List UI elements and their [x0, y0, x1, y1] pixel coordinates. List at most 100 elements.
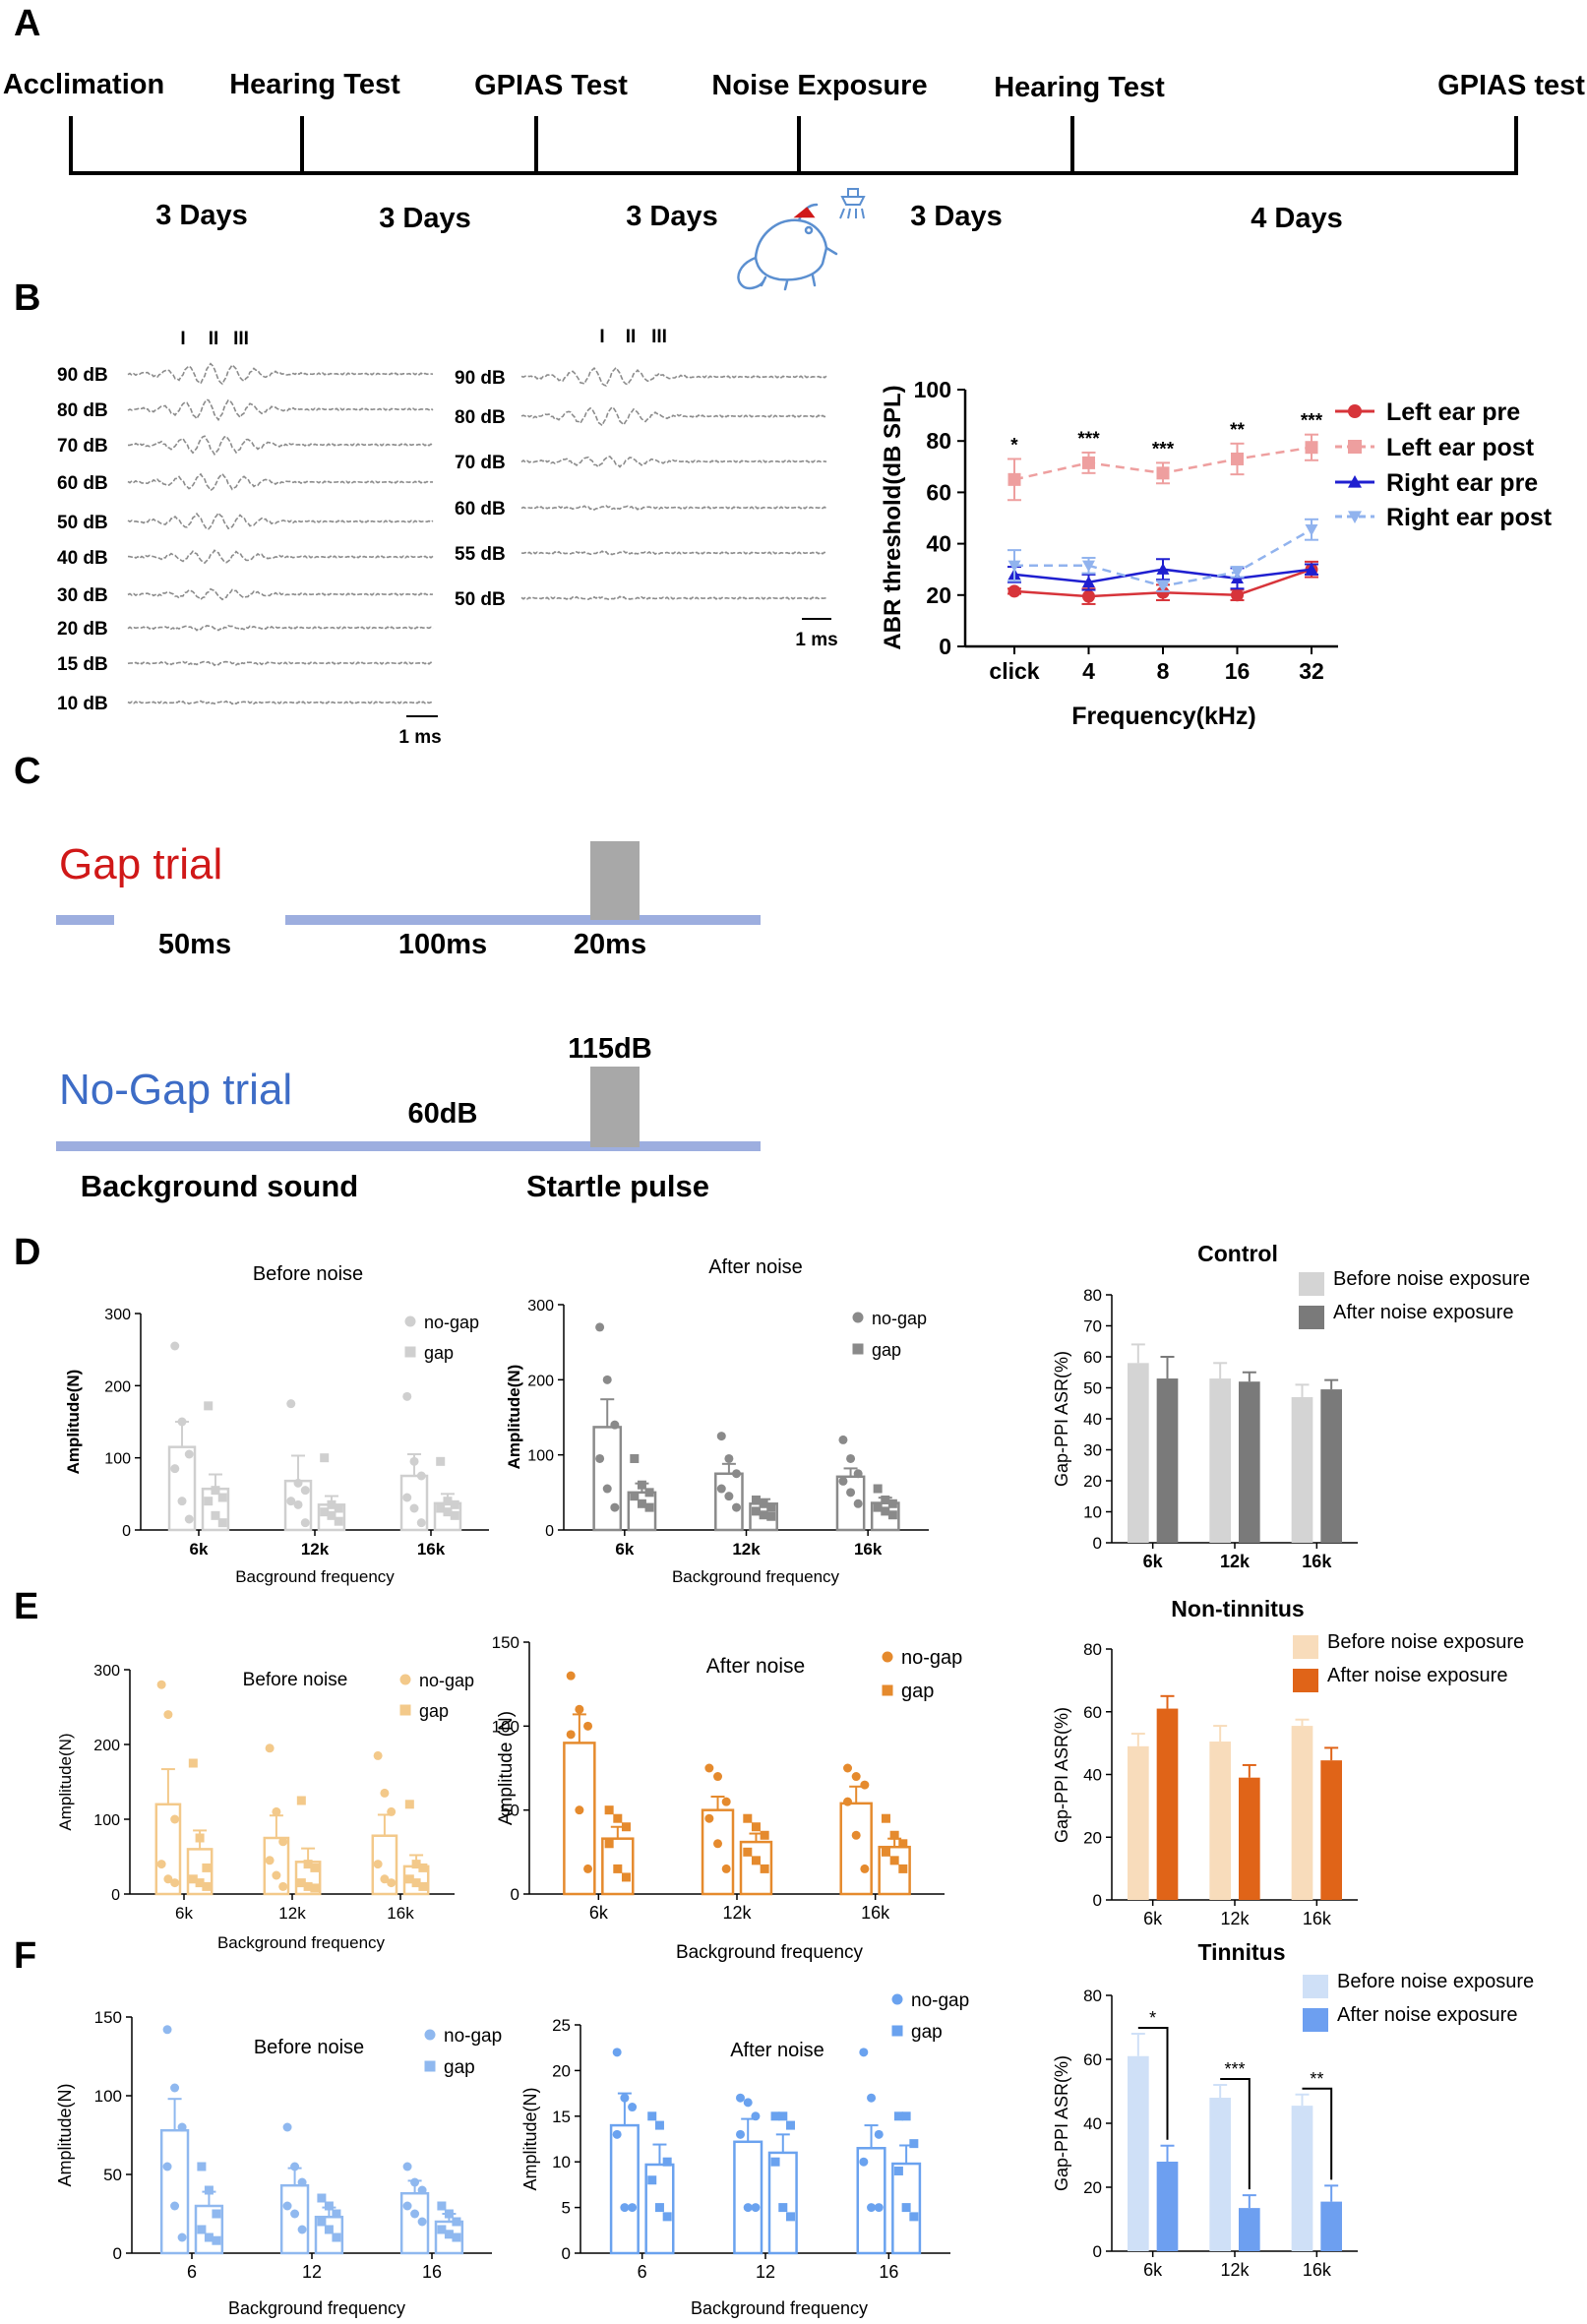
y-tick-label: 200 — [104, 1378, 131, 1395]
chart-title: Before noise — [243, 1670, 348, 1690]
data-point — [843, 1763, 853, 1773]
pre-level-label: 90 dB — [57, 365, 108, 386]
data-point — [163, 1874, 173, 1884]
data-point — [437, 2225, 447, 2234]
data-point — [873, 1484, 883, 1494]
y-tick-label: 150 — [94, 2008, 122, 2027]
y-tick-label: 5 — [562, 2199, 571, 2218]
pre-wave-trace — [127, 587, 434, 601]
data-point — [621, 1872, 631, 1882]
data-point — [909, 2212, 919, 2222]
data-point — [716, 1432, 726, 1441]
data-point — [602, 1484, 612, 1494]
legend-label: After noise exposure — [1333, 1302, 1513, 1323]
bar — [1156, 2162, 1179, 2251]
gap-duration-label: 50ms — [158, 929, 231, 960]
y-tick-label: 0 — [111, 1887, 120, 1904]
data-point — [637, 1480, 646, 1490]
pre-level-label: 20 dB — [57, 619, 108, 640]
data-point — [310, 1863, 320, 1872]
data-point — [778, 2203, 788, 2213]
y-tick-label: 60 — [1083, 1348, 1102, 1367]
data-point — [644, 1488, 654, 1498]
chart-f1: 0 50 100 150 6 12 16 Before noise Amplitude(N) Ba… — [55, 2008, 502, 2318]
data-point — [197, 2225, 207, 2234]
x-axis-title: Background frequency — [228, 2298, 405, 2318]
pre-level-label: 50 dB — [57, 513, 108, 533]
data-point — [211, 1486, 220, 1496]
data-point — [721, 1797, 731, 1806]
legend-marker — [852, 1312, 864, 1323]
legend-swatch — [1293, 1635, 1318, 1659]
x-tick-label: 6 — [638, 2262, 647, 2282]
legend-marker — [424, 2060, 436, 2072]
bar — [1209, 2098, 1231, 2251]
y-axis-title: Amplitude(N) — [55, 2083, 75, 2186]
post-wave-trace — [520, 550, 827, 556]
data-point — [662, 2157, 672, 2167]
data-point — [162, 2162, 172, 2171]
legend-marker — [399, 1674, 411, 1685]
data-point — [853, 1498, 863, 1508]
data-point — [411, 1878, 421, 1888]
data-point — [411, 1860, 421, 1869]
startle-pulse-label: Startle pulse — [526, 1169, 709, 1203]
significance-mark: * — [1149, 2008, 1156, 2028]
significance-mark: *** — [1077, 429, 1100, 450]
bar — [1239, 1381, 1260, 1543]
data-point — [156, 1860, 166, 1869]
data-point — [630, 1492, 640, 1501]
data-point — [380, 1788, 390, 1798]
data-point — [846, 1488, 856, 1498]
data-point — [156, 1680, 166, 1689]
legend-marker — [404, 1315, 416, 1327]
data-point — [612, 2048, 622, 2057]
chart-title: Tinnitus — [1197, 1939, 1285, 1965]
timeline-duration: 3 Days — [626, 201, 718, 232]
y-tick-label: 15 — [552, 2108, 571, 2126]
y-tick-label: 30 — [1083, 1441, 1102, 1460]
y-tick-label: 100 — [104, 1451, 131, 1468]
post-wave-trace — [520, 505, 827, 512]
legend-label: Before noise exposure — [1327, 1631, 1524, 1653]
data-point — [901, 2203, 911, 2213]
data-point — [874, 2203, 884, 2213]
data-point — [452, 2217, 461, 2227]
legend-label: gap — [911, 2022, 943, 2043]
data-point — [620, 2093, 630, 2103]
data-point — [575, 1805, 584, 1815]
x-tick-label: 6k — [615, 1540, 634, 1559]
y-tick-label: 80 — [926, 428, 951, 454]
data-point — [436, 1456, 446, 1466]
legend-label: no-gap — [419, 1671, 474, 1690]
x-tick-label: 16k — [854, 1540, 883, 1559]
data-point — [204, 1401, 214, 1411]
data-point — [853, 1469, 863, 1479]
legend-label: Right ear post — [1386, 504, 1553, 531]
data-point — [760, 1830, 769, 1840]
data-point — [887, 1498, 897, 1508]
pulse-level-label: 115dB — [568, 1033, 651, 1065]
timeline-event: GPIAS test — [1437, 70, 1585, 101]
data-point — [332, 2209, 341, 2219]
data-point — [1305, 441, 1318, 455]
chart-e3: 0 20 40 60 80 6k 12k 16k Non-tinnitus Gap-PPI ASR… — [1052, 1596, 1524, 1928]
data-point — [452, 2232, 461, 2242]
x-tick-label: 32 — [1299, 658, 1324, 684]
data-point — [290, 2209, 300, 2219]
pre-wave-trace — [127, 660, 434, 667]
y-tick-label: 60 — [1083, 1703, 1102, 1722]
abr-waveforms: 90 dB 80 dB 70 dB 60 dB 50 dB 40 dB 30 dB 20 dB… — [57, 327, 838, 748]
data-point — [743, 1813, 753, 1823]
data-point — [713, 1772, 723, 1782]
data-point — [437, 2201, 447, 2211]
legend-swatch — [1293, 1669, 1318, 1692]
y-tick-label: 300 — [93, 1663, 120, 1680]
y-axis-title: Amplitude (N) — [496, 1711, 517, 1825]
data-point — [1156, 466, 1170, 480]
data-point — [770, 2157, 780, 2167]
x-tick-label: 12k — [732, 1540, 761, 1559]
data-point — [654, 2203, 664, 2213]
legend-marker — [1348, 475, 1362, 488]
